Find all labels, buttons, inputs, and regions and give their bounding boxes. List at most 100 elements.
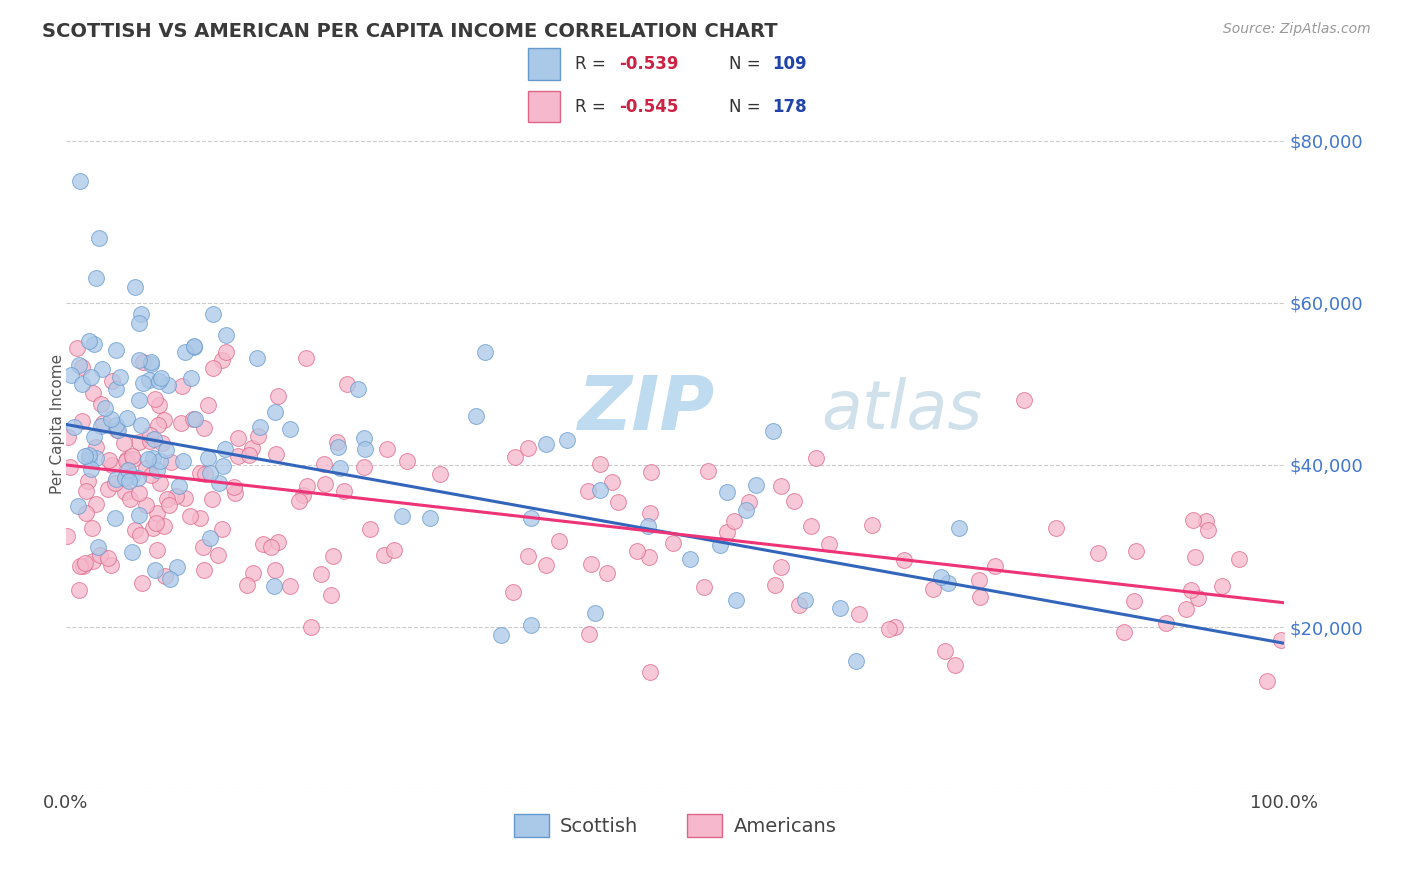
Point — [149, 454, 172, 468]
Point — [235, 578, 257, 592]
Point — [1181, 513, 1204, 527]
Point — [202, 307, 225, 321]
Point — [67, 499, 90, 513]
Point — [90, 419, 112, 434]
Point — [146, 418, 169, 433]
Point — [156, 378, 179, 392]
Point — [193, 421, 215, 435]
Point — [1184, 549, 1206, 564]
Point — [1256, 673, 1278, 688]
Point — [249, 420, 271, 434]
Point — [640, 506, 662, 520]
Point — [534, 436, 557, 450]
Point — [934, 644, 956, 658]
Point — [142, 433, 165, 447]
Point — [150, 371, 173, 385]
Point — [489, 628, 512, 642]
Point — [783, 493, 806, 508]
Point — [391, 508, 413, 523]
Point — [97, 482, 120, 496]
Point — [264, 447, 287, 461]
Point — [193, 563, 215, 577]
Point — [143, 392, 166, 406]
Point — [121, 469, 143, 483]
Point — [188, 510, 211, 524]
Point — [67, 358, 90, 372]
Point — [309, 566, 332, 581]
Point — [1180, 582, 1202, 597]
Point — [883, 620, 905, 634]
Point — [129, 417, 152, 432]
Point — [150, 436, 173, 450]
Point — [263, 405, 285, 419]
Point — [382, 542, 405, 557]
Point — [474, 345, 496, 359]
Point — [181, 412, 204, 426]
Point — [353, 431, 375, 445]
Point — [967, 574, 990, 588]
Point — [697, 464, 720, 478]
Point — [226, 431, 249, 445]
Point — [117, 462, 139, 476]
Point — [692, 580, 714, 594]
Point — [246, 429, 269, 443]
Point — [333, 484, 356, 499]
Point — [709, 538, 731, 552]
Point — [114, 484, 136, 499]
Point — [278, 422, 301, 436]
Point — [662, 536, 685, 550]
Point — [534, 558, 557, 572]
Point — [80, 370, 103, 384]
Point — [292, 488, 315, 502]
Point — [138, 428, 160, 442]
Point — [148, 374, 170, 388]
Point — [146, 506, 169, 520]
Point — [124, 523, 146, 537]
Point — [336, 376, 359, 391]
Point — [1197, 523, 1219, 537]
Point — [804, 450, 827, 465]
Point — [640, 465, 662, 479]
Point — [297, 479, 319, 493]
Point — [879, 623, 901, 637]
Point — [576, 483, 599, 498]
Point — [70, 359, 93, 374]
Point — [278, 579, 301, 593]
Point — [127, 471, 149, 485]
Point — [132, 354, 155, 368]
Point — [214, 442, 236, 457]
Point — [516, 441, 538, 455]
Point — [100, 558, 122, 572]
Point — [637, 550, 659, 565]
Point — [800, 519, 823, 533]
Point — [190, 466, 212, 480]
Point — [555, 433, 578, 447]
Point — [128, 434, 150, 449]
Point — [222, 480, 245, 494]
Point — [104, 382, 127, 396]
Point — [118, 474, 141, 488]
Point — [174, 491, 197, 506]
Point — [1270, 633, 1292, 648]
Point — [166, 560, 188, 574]
Text: R =: R = — [575, 97, 612, 116]
Point — [84, 497, 107, 511]
Point — [503, 450, 526, 464]
Point — [207, 548, 229, 562]
Point — [104, 476, 127, 491]
Point — [56, 430, 79, 444]
Point — [1174, 601, 1197, 615]
Point — [69, 559, 91, 574]
Point — [159, 572, 181, 586]
Point — [745, 477, 768, 491]
Point — [87, 540, 110, 554]
Point — [157, 498, 180, 512]
Point — [69, 174, 91, 188]
Point — [152, 519, 174, 533]
Point — [198, 467, 221, 481]
Point — [142, 521, 165, 535]
Point — [145, 543, 167, 558]
Point — [191, 540, 214, 554]
Point — [240, 441, 263, 455]
Point — [138, 451, 160, 466]
